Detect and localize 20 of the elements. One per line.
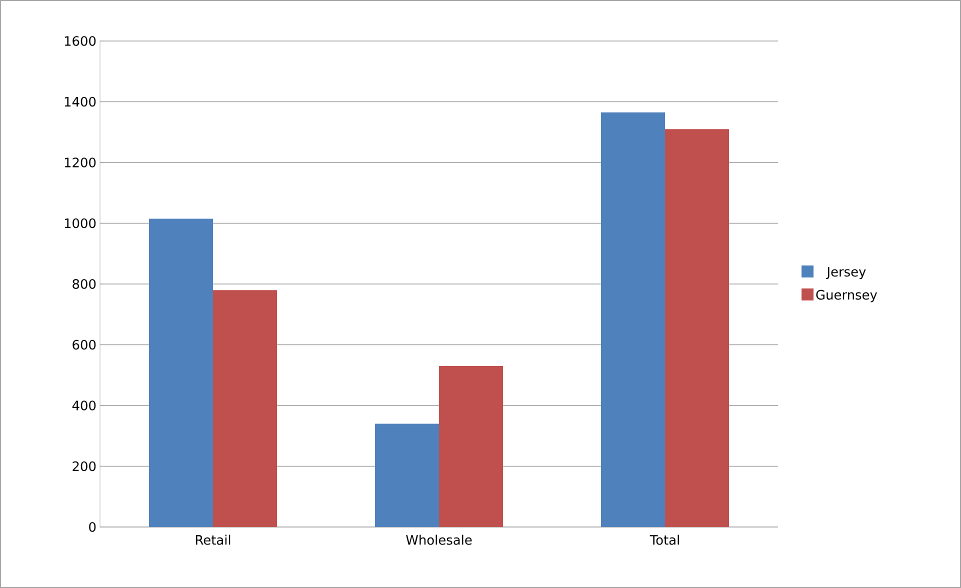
y-tick-label: 1000 — [64, 218, 96, 228]
bar — [375, 424, 440, 527]
y-tick-label: 400 — [72, 400, 96, 410]
y-tick-label: 1600 — [64, 36, 96, 46]
y-tick-label: 200 — [72, 461, 96, 472]
y-tick-label: 800 — [72, 279, 96, 289]
bar — [601, 112, 666, 527]
legend-label: Guernsey — [816, 290, 878, 302]
y-tick-label: 0 — [89, 522, 96, 532]
y-tick-label: 1200 — [64, 158, 96, 168]
y-tick-label: 600 — [72, 340, 96, 350]
bar — [213, 290, 278, 527]
y-tick-label: 1400 — [64, 96, 96, 107]
bar — [439, 366, 504, 527]
x-tick-label: Total — [650, 534, 679, 545]
x-tick-label: Retail — [196, 534, 230, 545]
bar — [665, 129, 730, 527]
x-tick-label: Wholesale — [406, 534, 472, 545]
legend-label: Jersey — [826, 267, 866, 280]
bar — [149, 218, 213, 527]
